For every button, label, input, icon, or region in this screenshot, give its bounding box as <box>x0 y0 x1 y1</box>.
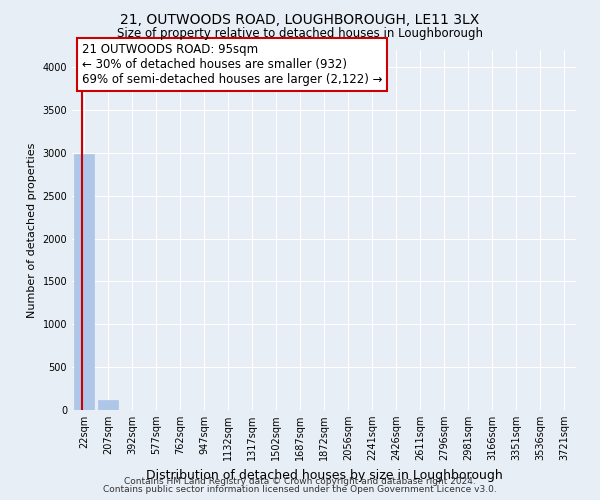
Text: Size of property relative to detached houses in Loughborough: Size of property relative to detached ho… <box>117 28 483 40</box>
X-axis label: Distribution of detached houses by size in Loughborough: Distribution of detached houses by size … <box>146 468 502 481</box>
Text: 21 OUTWOODS ROAD: 95sqm
← 30% of detached houses are smaller (932)
69% of semi-d: 21 OUTWOODS ROAD: 95sqm ← 30% of detache… <box>82 43 383 86</box>
Bar <box>74 154 94 410</box>
Text: Contains public sector information licensed under the Open Government Licence v3: Contains public sector information licen… <box>103 485 497 494</box>
Bar <box>98 400 118 410</box>
Text: Contains HM Land Registry data © Crown copyright and database right 2024.: Contains HM Land Registry data © Crown c… <box>124 477 476 486</box>
Y-axis label: Number of detached properties: Number of detached properties <box>27 142 37 318</box>
Text: 21, OUTWOODS ROAD, LOUGHBOROUGH, LE11 3LX: 21, OUTWOODS ROAD, LOUGHBOROUGH, LE11 3L… <box>121 12 479 26</box>
